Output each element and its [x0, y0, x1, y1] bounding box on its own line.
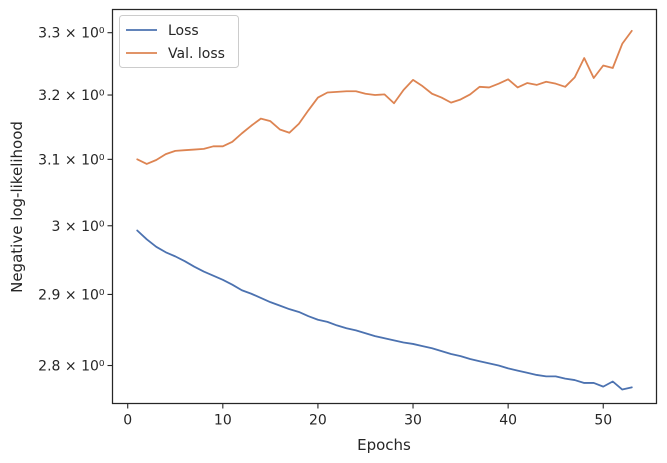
y-tick-label: 2.8 × 10⁰	[38, 359, 105, 375]
legend-frame	[119, 15, 239, 68]
axis-ticks: 0 10 20 30 40 50 2.8 × 10⁰ 2.9 × 10⁰ 3 × 10⁰ 3.1 …	[38, 26, 612, 429]
plot-frame	[111, 8, 658, 405]
y-axis-label: Negative log-likelihood	[8, 121, 26, 293]
y-tick-label: 2.9 × 10⁰	[38, 287, 105, 303]
x-tick-label: 10	[214, 413, 232, 429]
x-tick-label: 20	[309, 413, 327, 429]
series-line-loss	[136, 229, 633, 391]
legend-label-loss: Loss	[168, 23, 199, 39]
y-tick-label: 3.2 × 10⁰	[38, 88, 105, 104]
series-line-val-loss	[136, 29, 633, 165]
x-tick-label: 30	[404, 413, 422, 429]
x-tick-label: 50	[594, 413, 612, 429]
x-tick-label: 40	[499, 413, 517, 429]
y-tick-label: 3 × 10⁰	[52, 219, 105, 235]
x-tick-label: 0	[123, 413, 132, 429]
y-tick-label: 3.1 × 10⁰	[38, 152, 105, 168]
x-axis-label: Epochs	[357, 436, 411, 454]
legend-label-val-loss: Val. loss	[168, 46, 225, 62]
series-lines	[136, 29, 633, 391]
legend: Loss Val. loss	[119, 15, 239, 68]
y-tick-label: 3.3 × 10⁰	[38, 26, 105, 42]
